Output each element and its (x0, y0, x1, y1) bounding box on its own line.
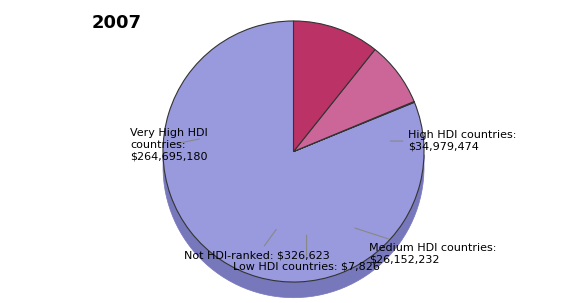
Polygon shape (163, 155, 424, 298)
Text: Very High HDI
countries:
$264,695,180: Very High HDI countries: $264,695,180 (130, 128, 208, 161)
Text: Low HDI countries: $7,826: Low HDI countries: $7,826 (233, 235, 380, 271)
Wedge shape (293, 102, 414, 152)
Wedge shape (293, 49, 414, 152)
Text: Medium HDI countries:
$26,152,232: Medium HDI countries: $26,152,232 (355, 228, 497, 264)
Wedge shape (293, 21, 375, 152)
Text: High HDI countries:
$34,979,474: High HDI countries: $34,979,474 (390, 130, 517, 152)
Text: Not HDI-ranked: $326,623: Not HDI-ranked: $326,623 (184, 229, 330, 261)
Wedge shape (293, 102, 414, 152)
Wedge shape (163, 21, 424, 282)
Text: 2007: 2007 (91, 15, 141, 32)
